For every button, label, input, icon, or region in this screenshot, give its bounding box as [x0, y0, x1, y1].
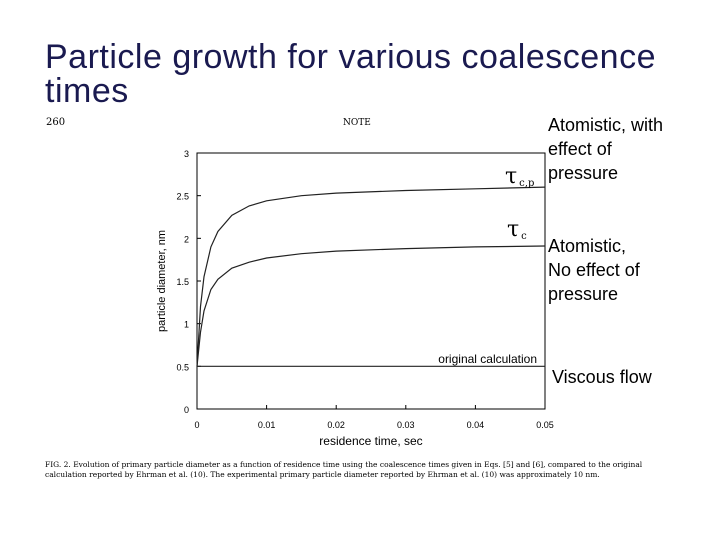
x-tick-label: 0.01	[258, 420, 276, 430]
series-label-tau-cp: τ c,p	[505, 164, 534, 189]
x-tick-label: 0.02	[327, 420, 345, 430]
annotation-line: No effect of	[548, 260, 640, 280]
annotation-line: pressure	[548, 163, 619, 183]
annotation-atomistic-no-pressure: Atomistic, No effect of pressure	[548, 234, 640, 306]
y-tick-label: 1.5	[176, 277, 189, 287]
figure-caption: FIG. 2. Evolution of primary particle di…	[45, 460, 643, 479]
y-axis-label: particle diameter, nm	[156, 230, 168, 332]
y-tick-label: 0.5	[176, 362, 189, 372]
series-line-tau-cp	[196, 186, 546, 367]
y-tick-label: 3	[184, 149, 189, 159]
x-axis-label: residence time, sec	[319, 434, 422, 448]
annotation-line: Viscous flow	[552, 367, 652, 387]
x-tick-label: 0.05	[536, 420, 554, 430]
annotation-line: Atomistic,	[548, 236, 627, 256]
note-header: NOTE	[343, 118, 371, 128]
annotation-line: Atomistic, with	[548, 115, 664, 135]
y-tick-label: 1	[184, 320, 189, 330]
series-label-original-calculation: original calculation	[438, 352, 537, 366]
x-tick-label: 0	[194, 420, 199, 430]
y-tick-label: 0	[184, 405, 189, 415]
y-tick-label: 2.5	[176, 192, 189, 202]
annotation-line: pressure	[548, 284, 619, 304]
x-tick-label: 0.03	[397, 420, 415, 430]
x-tick-label: 0.04	[467, 420, 485, 430]
annotation-atomistic-pressure: Atomistic, with effect of pressure	[548, 113, 663, 185]
page-number: 260	[46, 117, 66, 128]
series-line-tau-c	[196, 245, 546, 367]
annotation-viscous-flow: Viscous flow	[552, 365, 652, 389]
slide-title: Particle growth for various coalescence …	[45, 38, 656, 110]
annotation-line: effect of	[548, 139, 612, 159]
y-tick-label: 2	[184, 234, 189, 244]
